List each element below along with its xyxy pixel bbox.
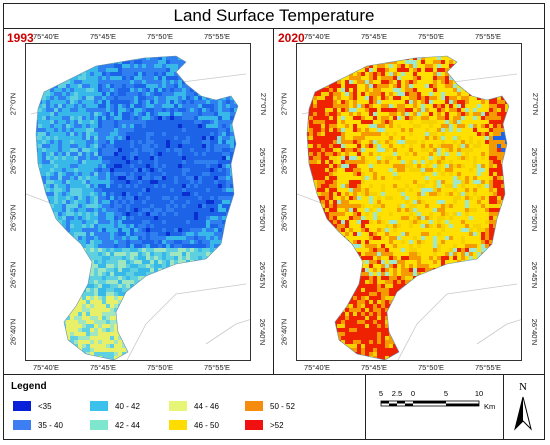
scale-label: 5 xyxy=(378,389,384,398)
map-panel-2020: 2020 75°40'E 75°45'E 75°50'E 75°55'E 75°… xyxy=(274,29,545,374)
legend-item-lt35: <35 xyxy=(13,401,52,411)
tick-left-5: 26°40'N xyxy=(279,318,289,346)
tick-top-4: 75°55'E xyxy=(203,32,231,41)
tick-top-3: 75°50'E xyxy=(146,32,174,41)
tick-left-3: 26°50'N xyxy=(8,204,18,232)
map-title: Land Surface Temperature xyxy=(173,5,375,25)
tick-right-4: 26°45'N xyxy=(258,261,268,289)
scale-bar-graphic xyxy=(380,400,480,407)
legend-label: 50 - 52 xyxy=(270,401,295,411)
tick-left-1: 27°0'N xyxy=(279,92,289,116)
map-panel-1993: 1993 75°40'E 75°45'E 75°50'E 75°55'E 75°… xyxy=(3,29,274,374)
lst-raster-2020 xyxy=(297,55,521,360)
map-canvas-2020[interactable] xyxy=(296,43,522,361)
tick-bottom-1: 75°40'E xyxy=(32,363,60,372)
lst-raster-1993 xyxy=(26,55,250,360)
legend-label: <35 xyxy=(38,401,52,411)
tick-top-2: 75°45'E xyxy=(360,32,388,41)
tick-bottom-4: 75°55'E xyxy=(474,363,502,372)
tick-right-1: 27°0'N xyxy=(530,92,540,116)
legend-item-50-52: 50 - 52 xyxy=(245,401,295,411)
tick-top-1: 75°40'E xyxy=(32,32,60,41)
tick-right-2: 26°55'N xyxy=(258,147,268,175)
legend-item-35-40: 35 - 40 xyxy=(13,420,63,430)
legend-label: 42 - 44 xyxy=(115,420,140,430)
legend-divider xyxy=(365,375,366,439)
map-canvas-1993[interactable] xyxy=(25,43,251,361)
tick-left-2: 26°55'N xyxy=(8,147,18,175)
scale-divider xyxy=(503,375,504,439)
legend-swatch xyxy=(90,401,108,411)
legend-item-gt52: >52 xyxy=(245,420,284,430)
tick-right-5: 26°40'N xyxy=(258,318,268,346)
tick-bottom-2: 75°45'E xyxy=(89,363,117,372)
tick-top-1: 75°40'E xyxy=(303,32,331,41)
legend-swatch xyxy=(169,420,187,430)
legend-swatch xyxy=(13,420,31,430)
legend-title: Legend xyxy=(11,381,47,392)
legend-item-44-46: 44 - 46 xyxy=(169,401,219,411)
tick-top-4: 75°55'E xyxy=(474,32,502,41)
scale-label: 0 xyxy=(410,389,416,398)
north-arrow-icon xyxy=(514,396,532,431)
tick-left-4: 26°45'N xyxy=(8,261,18,289)
tick-bottom-2: 75°45'E xyxy=(360,363,388,372)
tick-left-2: 26°55'N xyxy=(279,147,289,175)
tick-left-5: 26°40'N xyxy=(8,318,18,346)
tick-bottom-3: 75°50'E xyxy=(417,363,445,372)
legend-swatch xyxy=(13,401,31,411)
tick-bottom-4: 75°55'E xyxy=(203,363,231,372)
tick-right-1: 27°0'N xyxy=(258,92,268,116)
tick-left-1: 27°0'N xyxy=(8,92,18,116)
legend-label: 35 - 40 xyxy=(38,420,63,430)
scale-label: 5 xyxy=(443,389,449,398)
year-label-2020: 2020 xyxy=(278,31,305,45)
legend-swatch xyxy=(245,401,263,411)
tick-right-3: 26°50'N xyxy=(530,204,540,232)
legend-swatch xyxy=(169,401,187,411)
title-bar: Land Surface Temperature xyxy=(3,3,545,29)
tick-bottom-3: 75°50'E xyxy=(146,363,174,372)
tick-top-2: 75°45'E xyxy=(89,32,117,41)
tick-left-4: 26°45'N xyxy=(279,261,289,289)
legend-label: 46 - 50 xyxy=(194,420,219,430)
tick-left-3: 26°50'N xyxy=(279,204,289,232)
legend-label: >52 xyxy=(270,420,284,430)
tick-right-4: 26°45'N xyxy=(530,261,540,289)
legend-item-42-44: 42 - 44 xyxy=(90,420,140,430)
legend-label: 44 - 46 xyxy=(194,401,219,411)
legend-swatch xyxy=(90,420,108,430)
legend-item-40-42: 40 - 42 xyxy=(90,401,140,411)
legend-item-46-50: 46 - 50 xyxy=(169,420,219,430)
legend-swatch xyxy=(245,420,263,430)
tick-bottom-1: 75°40'E xyxy=(303,363,331,372)
tick-right-3: 26°50'N xyxy=(258,204,268,232)
scale-label: 2.5 xyxy=(391,389,403,398)
tick-right-2: 26°55'N xyxy=(530,147,540,175)
legend-label: 40 - 42 xyxy=(115,401,140,411)
map-frame xyxy=(3,3,545,440)
tick-top-3: 75°50'E xyxy=(417,32,445,41)
year-label-1993: 1993 xyxy=(7,31,34,45)
north-letter: N xyxy=(519,381,527,393)
legend-area: Legend <35 35 - 40 40 - 42 42 - 44 44 - … xyxy=(3,374,545,440)
scale-label: 10 xyxy=(474,389,484,398)
scale-bar: 5 2.5 0 5 10 Km xyxy=(375,389,515,429)
tick-right-5: 26°40'N xyxy=(530,318,540,346)
scale-unit: Km xyxy=(484,402,496,411)
north-arrow: N xyxy=(508,381,538,433)
